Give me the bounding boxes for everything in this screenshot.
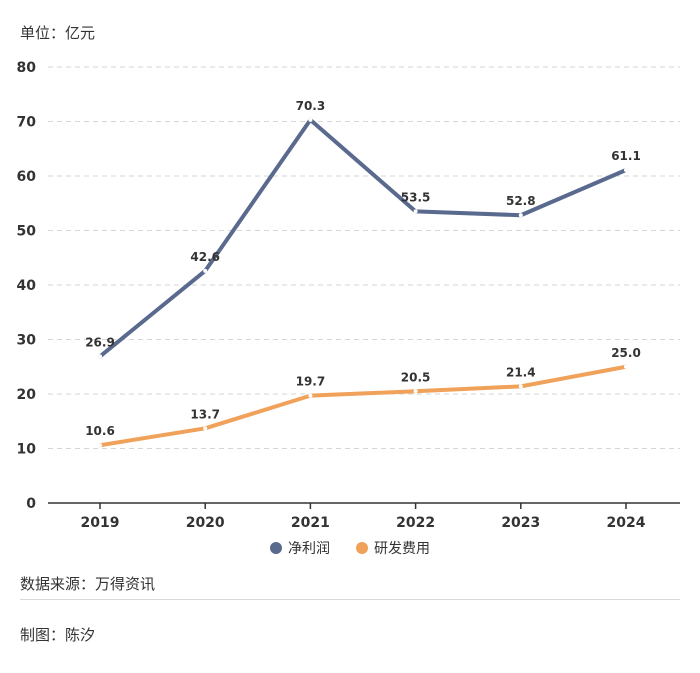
y-tick-label: 0 [26,496,36,512]
data-label: 61.1 [611,149,641,163]
x-tick-label: 2024 [607,515,646,531]
data-point [624,168,628,173]
legend-label-1: 研发费用 [374,541,430,557]
data-label: 70.3 [296,99,326,113]
divider [20,599,680,600]
x-tick-label: 2019 [81,515,120,531]
series-line-0 [98,117,628,359]
author-note: 制图：陈汐 [20,626,96,644]
grid-layer [48,66,680,449]
legend-marker-0 [270,542,282,554]
data-point [518,213,523,218]
x-tick-label: 2021 [291,515,330,531]
x-tick-label: 2023 [501,515,540,531]
x-tick-label: 2022 [396,515,435,531]
y-tick-label: 30 [17,333,37,349]
source-note: 数据来源：万得资讯 [20,575,156,593]
series-line-1 [98,364,628,448]
data-label: 25.0 [611,346,641,360]
x-axis: 2019 2020 2021 2022 2023 2024 [48,502,680,531]
data-label: 42.6 [190,250,220,264]
data-label: 20.5 [401,370,431,384]
data-label: 10.6 [85,424,115,438]
y-tick-label: 80 [17,60,37,76]
series-layer: 26.9 42.6 70.3 53.5 52.8 61.1 10.6 13.7 19.7 20.5… [85,99,641,448]
y-tick-label: 10 [17,442,37,458]
data-point [518,384,523,389]
data-point [98,443,102,448]
legend: 净利润 研发费用 [270,541,430,557]
y-tick-label: 60 [17,169,37,185]
data-label: 26.9 [85,335,115,349]
data-point [413,209,418,214]
y-tick-label: 70 [17,115,37,131]
data-label: 53.5 [401,190,431,204]
legend-label-0: 净利润 [288,541,330,557]
y-tick-label: 40 [17,278,37,294]
data-point [98,354,102,359]
data-point [413,389,418,394]
legend-marker-1 [356,542,368,554]
y-axis: 0 10 20 30 40 50 60 70 80 [17,60,37,512]
data-point [308,393,313,398]
data-label: 21.4 [506,365,536,379]
data-label: 13.7 [190,407,220,421]
unit-label: 单位：亿元 [20,24,96,42]
data-point [203,268,208,273]
data-point [308,117,313,122]
x-tick-label: 2020 [186,515,225,531]
data-label: 52.8 [506,194,536,208]
data-point [203,426,208,431]
data-point [624,364,628,369]
data-label: 19.7 [296,375,326,389]
y-tick-label: 50 [17,224,37,240]
y-tick-label: 20 [17,387,37,403]
